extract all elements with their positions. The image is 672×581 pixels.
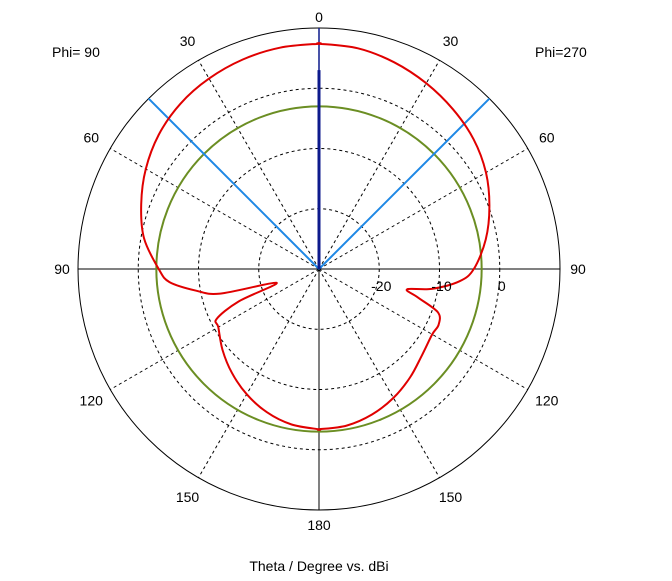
- theta-label: 60: [83, 130, 99, 146]
- theta-label: 60: [539, 130, 555, 146]
- grid-spoke: [318, 268, 440, 478]
- theta-label: 30: [180, 33, 196, 49]
- theta-label-left: 90: [54, 261, 70, 277]
- theta-label: 30: [443, 33, 459, 49]
- theta-label: 120: [535, 393, 559, 409]
- x-axis-label: Theta / Degree vs. dBi: [249, 558, 388, 574]
- chart-labels: Phi= 90 Phi=270 Theta / Degree vs. dBi -…: [52, 9, 587, 574]
- phi-90-label: Phi= 90: [52, 44, 100, 60]
- r-tick-label: 0: [498, 278, 506, 294]
- theta-label: 120: [80, 393, 104, 409]
- grid-spoke: [110, 268, 320, 390]
- theta-label: 150: [176, 489, 200, 505]
- grid-spoke: [318, 148, 528, 270]
- beamwidth-marker: [147, 97, 320, 270]
- theta-label: 150: [439, 489, 463, 505]
- grid-spoke: [318, 268, 528, 390]
- theta-label-right: 90: [570, 261, 586, 277]
- grid-spoke: [318, 60, 440, 270]
- grid-spoke: [198, 268, 320, 478]
- phi-270-label: Phi=270: [535, 44, 587, 60]
- gain-pattern-curve: [140, 42, 491, 431]
- beamwidth-marker: [318, 97, 491, 270]
- pattern-series: [140, 28, 491, 433]
- theta-label-bottom: 180: [307, 517, 331, 533]
- r-tick-label: -10: [431, 278, 451, 294]
- theta-label-top: 0: [315, 9, 323, 25]
- r-tick-label: -20: [371, 278, 391, 294]
- grid-spoke: [198, 60, 320, 270]
